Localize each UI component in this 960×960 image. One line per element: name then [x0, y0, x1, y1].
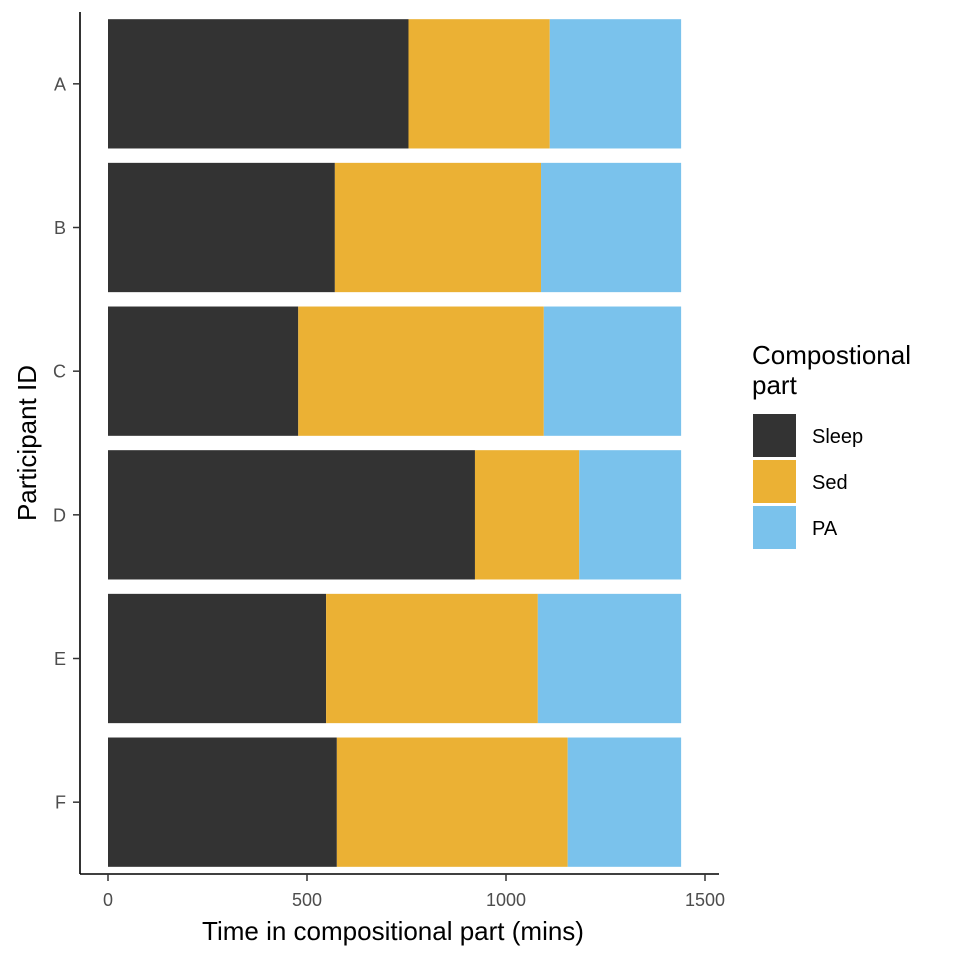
legend: Compostional part Sleep Sed PA: [752, 340, 918, 549]
bar-C-pa: [543, 306, 682, 436]
y-tick-label-B: B: [54, 218, 66, 238]
bar-F-sleep: [108, 737, 337, 867]
x-tick-label: 1500: [685, 890, 725, 910]
bar-C-sleep: [108, 306, 299, 436]
x-tick-label: 500: [292, 890, 322, 910]
x-ticks: 0 500 1000 1500: [103, 874, 725, 910]
bar-D-sed: [474, 450, 580, 580]
legend-key-sed: [753, 460, 796, 503]
bar-E-pa: [537, 593, 682, 724]
bar-B-pa: [541, 162, 682, 293]
bars-layer: [108, 19, 682, 867]
legend-key-pa: [753, 506, 796, 549]
bar-E-sleep: [108, 593, 327, 724]
bar-D-pa: [579, 450, 682, 580]
y-ticks: A B C D E F: [53, 74, 80, 813]
bar-B-sleep: [108, 162, 335, 293]
y-axis-title: Participant ID: [12, 365, 42, 521]
x-tick-label: 0: [103, 890, 113, 910]
axes-layer: [79, 12, 719, 875]
bar-A-sed: [408, 19, 550, 149]
y-tick-label-F: F: [55, 793, 66, 813]
bar-D-sleep: [108, 450, 475, 580]
bar-A-sleep: [108, 19, 409, 149]
legend-title-line-2: part: [752, 370, 798, 400]
bar-B-sed: [334, 162, 542, 293]
x-axis-title: Time in compositional part (mins): [202, 916, 584, 946]
legend-title-line-1: Compostional: [752, 340, 911, 370]
bar-F-pa: [567, 737, 682, 867]
legend-label-sleep: Sleep: [812, 426, 863, 448]
y-tick-label-E: E: [54, 649, 66, 669]
legend-label-pa: PA: [812, 518, 838, 540]
bar-C-sed: [298, 306, 544, 436]
y-tick-label-C: C: [53, 362, 66, 382]
legend-title: Compostional part: [752, 340, 918, 400]
legend-label-sed: Sed: [812, 472, 848, 494]
bar-E-sed: [326, 593, 538, 724]
legend-items: Sleep Sed PA: [753, 414, 863, 549]
x-tick-label: 1000: [486, 890, 526, 910]
bar-F-sed: [336, 737, 568, 867]
legend-key-sleep: [753, 414, 796, 457]
y-tick-label-D: D: [53, 505, 66, 525]
bar-A-pa: [549, 19, 682, 149]
y-tick-label-A: A: [54, 74, 66, 94]
